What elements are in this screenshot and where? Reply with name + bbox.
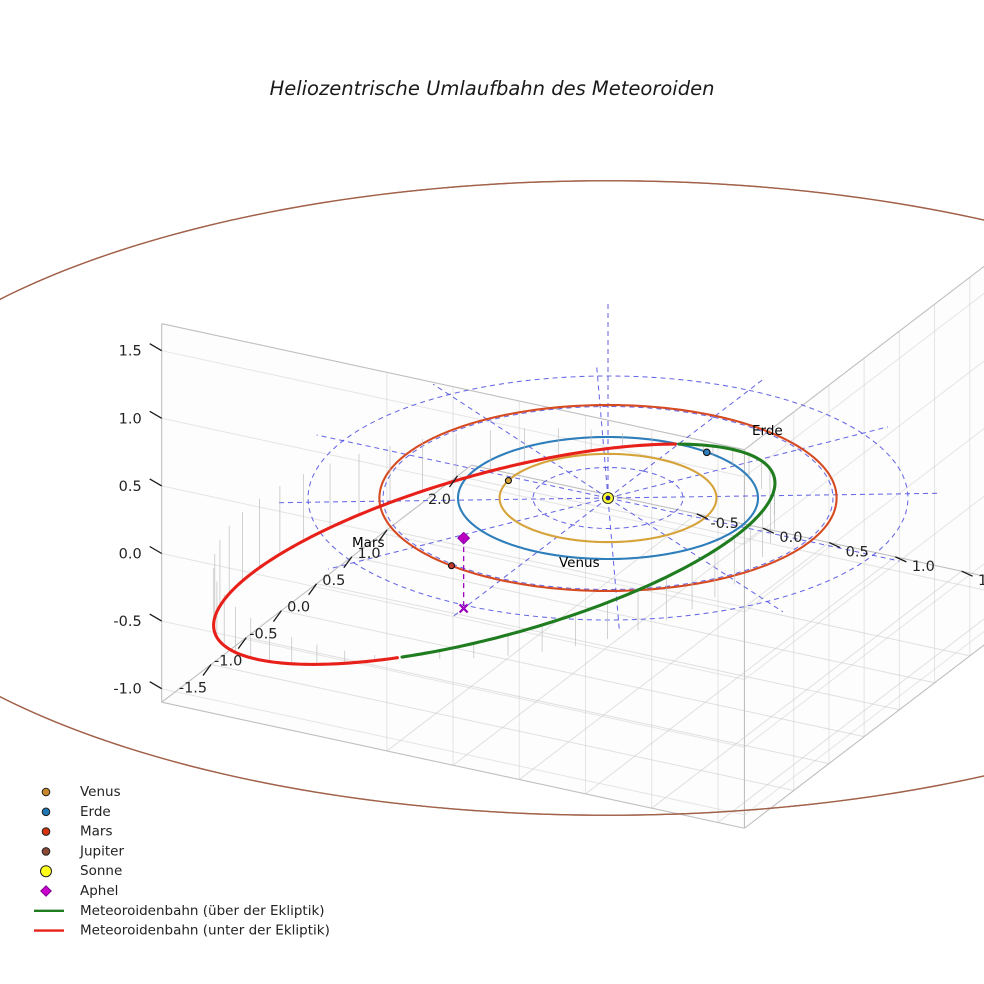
marker-aphel-projektion xyxy=(458,603,469,614)
z-tick-0.5: 0.5 xyxy=(119,479,142,495)
legend-item[interactable]: Meteoroidenbahn (unter der Ekliptik) xyxy=(34,923,330,939)
legend-label: Sonne xyxy=(80,863,122,879)
annotation-erde: Erde xyxy=(752,423,783,439)
marker-venus xyxy=(504,477,512,485)
legend-item[interactable]: Venus xyxy=(41,784,121,800)
z-tick-1.0: 1.0 xyxy=(119,411,142,427)
legend-label: Venus xyxy=(80,784,121,800)
legend-marker-dot xyxy=(40,865,52,878)
legend-label: Aphel xyxy=(80,883,118,899)
annotation-venus: Venus xyxy=(559,555,600,571)
legend-label: Meteoroidenbahn (über der Ekliptik) xyxy=(80,903,325,919)
legend: Venus Erde Mars Jupiter Sonne Aphel Meteoroide… xyxy=(34,784,330,939)
legend-label: Jupiter xyxy=(79,843,124,859)
y-tick-1.5: 1.5 xyxy=(978,573,984,589)
annotation-mars: Mars xyxy=(352,535,385,551)
z-tick-0.0: 0.0 xyxy=(119,546,142,562)
x-tick-0.0: 0.0 xyxy=(287,600,310,616)
legend-item[interactable]: Sonne xyxy=(40,863,123,879)
page-title: Heliozentrische Umlaufbahn des Meteoroid… xyxy=(270,77,715,100)
marker-sonne xyxy=(601,491,615,505)
z-tick--0.5: -0.5 xyxy=(113,614,141,630)
legend-item[interactable]: Meteoroidenbahn (über der Ekliptik) xyxy=(34,903,325,919)
x-tick-0.5: 0.5 xyxy=(322,573,345,589)
legend-item[interactable]: Erde xyxy=(41,804,111,820)
legend-item[interactable]: Aphel xyxy=(40,883,119,899)
legend-marker-dot xyxy=(41,807,51,817)
z-tick--1.0: -1.0 xyxy=(113,682,141,698)
x-tick--0.5: -0.5 xyxy=(249,627,277,643)
x-tick-1.0: 1.0 xyxy=(358,546,381,562)
legend-item[interactable]: Jupiter xyxy=(41,843,124,859)
marker-aphel xyxy=(457,531,471,545)
legend-marker-dot xyxy=(41,847,51,856)
y-tick-1.0: 1.0 xyxy=(912,559,935,575)
x-tick-2.0: 2.0 xyxy=(428,492,451,508)
y-tick-0.5: 0.5 xyxy=(846,545,869,561)
y-tick--0.5: -0.5 xyxy=(711,516,739,532)
z-tick-1.5: 1.5 xyxy=(119,344,142,360)
legend-label: Meteoroidenbahn (unter der Ekliptik) xyxy=(80,923,330,939)
x-tick--1.5: -1.5 xyxy=(179,681,207,697)
marker-erde xyxy=(702,448,711,457)
legend-marker-dot xyxy=(41,787,51,797)
y-tick-0.0: 0.0 xyxy=(779,530,802,546)
legend-marker-dot xyxy=(41,827,51,836)
marker-mars xyxy=(447,562,456,570)
legend-label: Mars xyxy=(80,824,113,840)
legend-item[interactable]: Mars xyxy=(41,824,113,840)
legend-label: Erde xyxy=(80,804,111,820)
legend-marker-diamond xyxy=(40,885,52,897)
x-tick--1.0: -1.0 xyxy=(214,654,242,670)
